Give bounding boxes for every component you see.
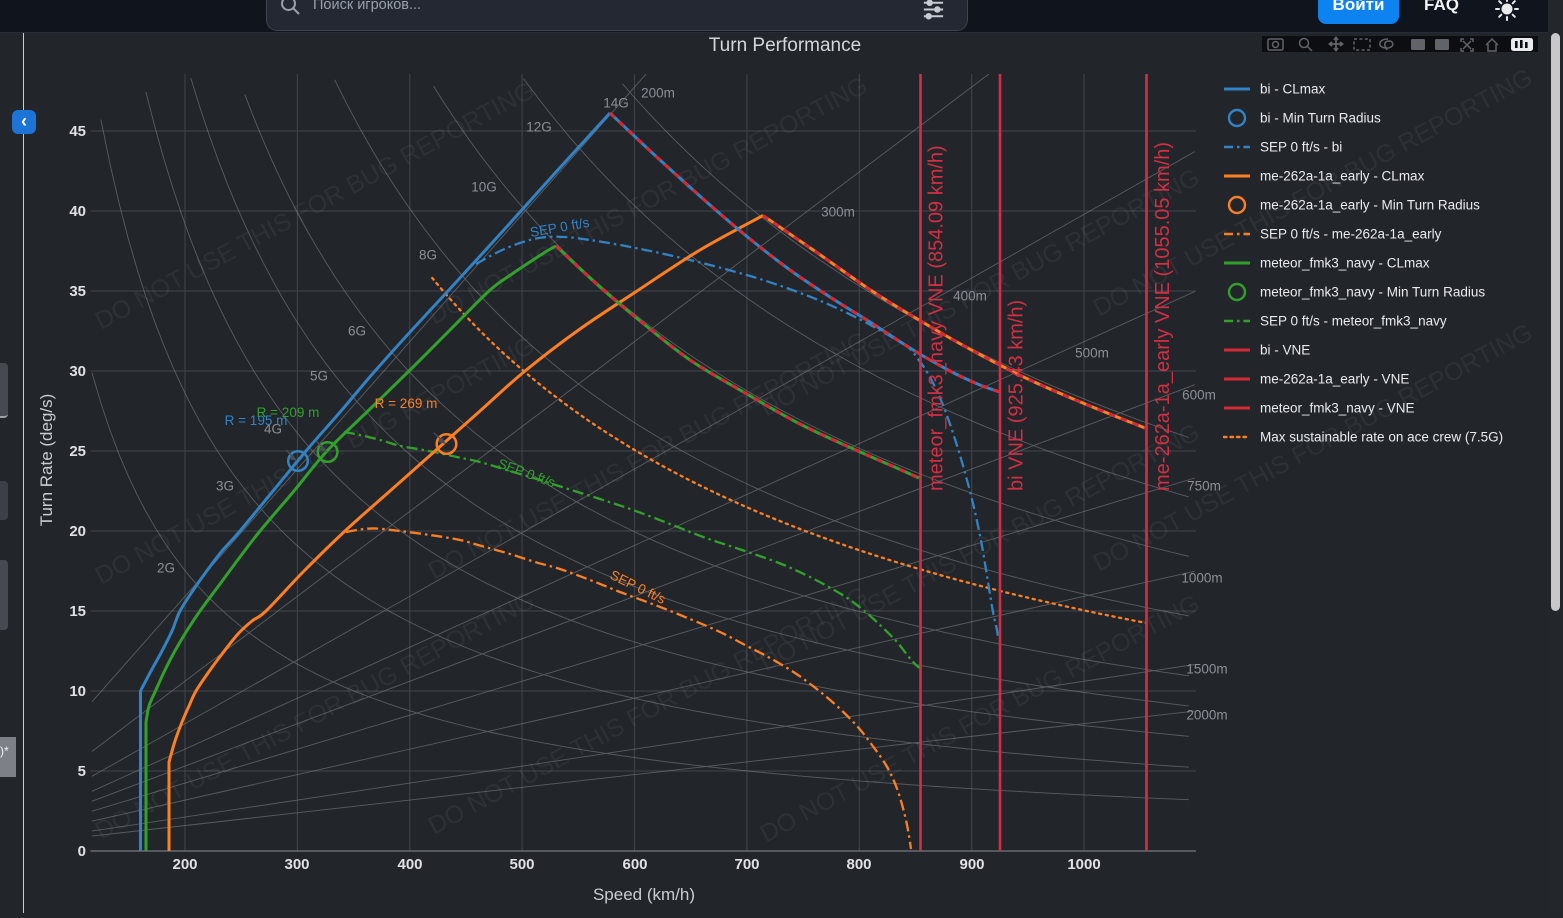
svg-text:750m: 750m: [1187, 479, 1221, 494]
svg-text:SEP 0 ft/s - meteor_fmk3_navy: SEP 0 ft/s - meteor_fmk3_navy: [1260, 314, 1447, 329]
svg-text:14G: 14G: [603, 96, 629, 111]
svg-text:R = 269 m: R = 269 m: [375, 396, 438, 411]
svg-text:meteor_fmk3_navy - Min Turn Ra: meteor_fmk3_navy - Min Turn Radius: [1260, 285, 1485, 300]
svg-text:Turn Performance: Turn Performance: [709, 35, 861, 56]
svg-text:15: 15: [69, 603, 86, 620]
svg-text:1000m: 1000m: [1181, 571, 1222, 586]
svg-text:500: 500: [509, 856, 534, 873]
svg-text:20: 20: [69, 523, 86, 540]
svg-text:bi VNE (925.43 km/h): bi VNE (925.43 km/h): [1006, 300, 1028, 491]
svg-text:Speed (km/h): Speed (km/h): [593, 885, 695, 904]
svg-text:2000m: 2000m: [1186, 708, 1227, 723]
svg-text:200m: 200m: [641, 86, 675, 101]
svg-text:meteor_fmk3_navy - CLmax: meteor_fmk3_navy - CLmax: [1260, 256, 1430, 271]
svg-text:me-262a-1a_early - Min Turn Ra: me-262a-1a_early - Min Turn Radius: [1260, 198, 1480, 213]
svg-text:5G: 5G: [310, 369, 328, 384]
svg-text:900: 900: [959, 856, 984, 873]
svg-text:300m: 300m: [821, 205, 855, 220]
svg-text:me-262a-1a_early - CLmax: me-262a-1a_early - CLmax: [1260, 169, 1425, 184]
svg-text:800: 800: [846, 856, 871, 873]
svg-text:meteor_fmk3_navy - VNE: meteor_fmk3_navy - VNE: [1260, 401, 1415, 416]
svg-text:12G: 12G: [526, 120, 552, 135]
svg-text:bi - VNE: bi - VNE: [1260, 343, 1310, 358]
svg-text:me-262a-1a_early VNE (1055.05: me-262a-1a_early VNE (1055.05 km/h): [1152, 142, 1174, 491]
svg-text:5: 5: [78, 763, 86, 780]
svg-text:1500m: 1500m: [1186, 662, 1227, 677]
svg-text:25: 25: [69, 443, 86, 460]
svg-text:10G: 10G: [471, 180, 497, 195]
svg-text:bi - Min Turn Radius: bi - Min Turn Radius: [1260, 111, 1381, 126]
svg-text:300: 300: [284, 856, 309, 873]
svg-text:10: 10: [69, 683, 86, 700]
svg-text:35: 35: [69, 283, 86, 300]
svg-text:500m: 500m: [1075, 346, 1109, 361]
svg-text:6G: 6G: [348, 324, 366, 339]
svg-text:600m: 600m: [1182, 388, 1216, 403]
svg-text:0: 0: [78, 843, 86, 860]
svg-text:40: 40: [69, 203, 86, 220]
svg-text:R = 209 m: R = 209 m: [257, 405, 320, 420]
svg-text:2G: 2G: [157, 561, 175, 576]
svg-text:8G: 8G: [419, 248, 437, 263]
svg-text:me-262a-1a_early - VNE: me-262a-1a_early - VNE: [1260, 372, 1409, 387]
svg-text:Max sustainable rate on ace cr: Max sustainable rate on ace crew (7.5G): [1260, 430, 1503, 445]
svg-text:600: 600: [622, 856, 647, 873]
svg-text:meteor_fmk3_navy VNE (854.09 k: meteor_fmk3_navy VNE (854.09 km/h): [926, 145, 948, 491]
svg-text:SEP 0 ft/s - bi: SEP 0 ft/s - bi: [1260, 140, 1342, 155]
svg-text:4G: 4G: [264, 422, 282, 437]
svg-text:200: 200: [172, 856, 197, 873]
svg-text:1000: 1000: [1067, 856, 1100, 873]
svg-text:45: 45: [69, 123, 86, 140]
svg-text:700: 700: [734, 856, 759, 873]
svg-text:400m: 400m: [953, 289, 987, 304]
svg-text:400: 400: [397, 856, 422, 873]
svg-text:Turn Rate (deg/s): Turn Rate (deg/s): [37, 394, 56, 527]
svg-text:R = 195 m: R = 195 m: [225, 413, 288, 428]
svg-text:3G: 3G: [216, 479, 234, 494]
svg-text:bi - CLmax: bi - CLmax: [1260, 82, 1326, 97]
svg-text:30: 30: [69, 363, 86, 380]
svg-text:SEP 0 ft/s - me-262a-1a_early: SEP 0 ft/s - me-262a-1a_early: [1260, 227, 1442, 242]
